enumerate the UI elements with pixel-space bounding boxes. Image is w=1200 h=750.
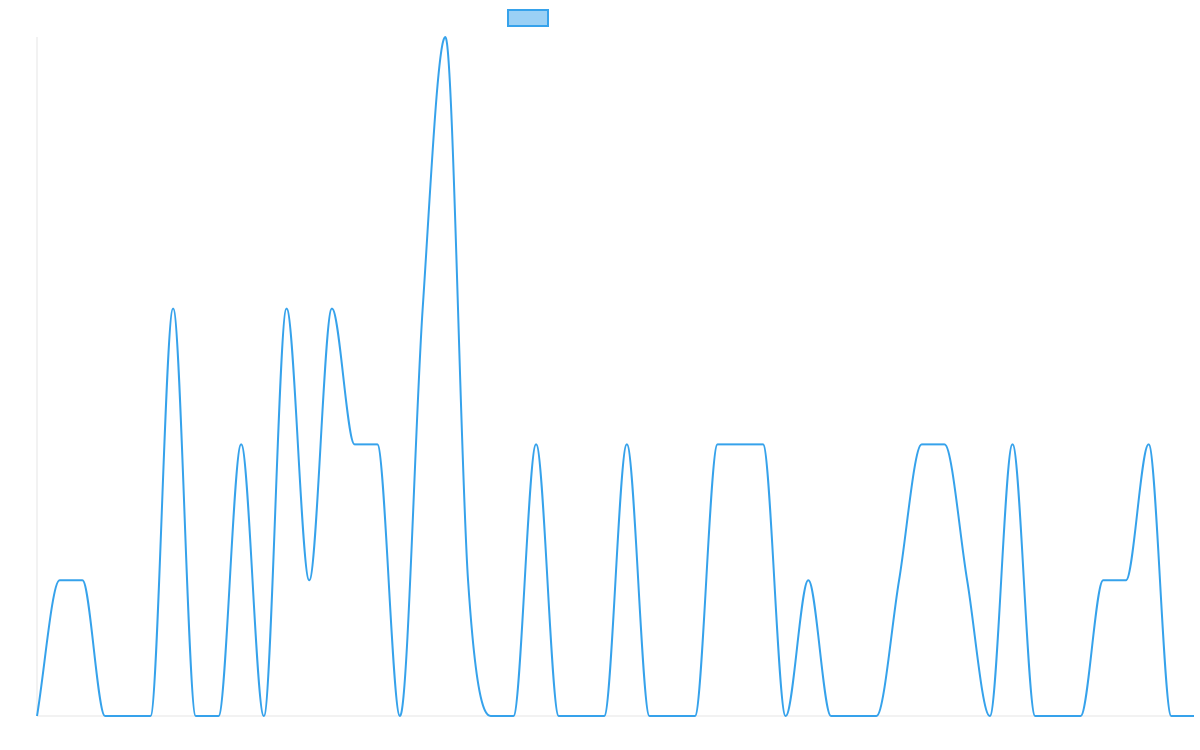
data-point[interactable] [918,440,926,448]
data-point[interactable] [192,712,200,720]
legend[interactable] [507,9,549,27]
data-point[interactable] [872,712,880,720]
data-point[interactable] [419,305,427,313]
data-point[interactable] [78,576,86,584]
data-point[interactable] [577,712,585,720]
data-point[interactable] [1145,440,1153,448]
data-point[interactable] [169,305,177,313]
data-point[interactable] [986,712,994,720]
data-point[interactable] [487,712,495,720]
data-point[interactable] [260,712,268,720]
data-point[interactable] [963,576,971,584]
axes [36,37,1194,717]
data-point[interactable] [623,440,631,448]
data-point[interactable] [668,712,676,720]
data-point[interactable] [895,576,903,584]
data-point[interactable] [146,712,154,720]
data-point[interactable] [827,712,835,720]
data-point[interactable] [736,440,744,448]
data-point[interactable] [1009,440,1017,448]
data-point[interactable] [328,305,336,313]
data-point[interactable] [1031,712,1039,720]
data-point[interactable] [940,440,948,448]
data-point[interactable] [1054,712,1062,720]
data-point[interactable] [714,440,722,448]
series-layer [36,36,1194,717]
data-point[interactable] [464,576,472,584]
data-point[interactable] [1077,712,1085,720]
data-point[interactable] [373,440,381,448]
data-point[interactable] [237,440,245,448]
data-point[interactable] [532,440,540,448]
data-point[interactable] [124,712,132,720]
data-point[interactable] [1167,712,1175,720]
data-point[interactable] [759,440,767,448]
data-point[interactable] [555,712,563,720]
data-point[interactable] [850,712,858,720]
data-point[interactable] [1122,576,1130,584]
data-point[interactable] [56,576,64,584]
legend-swatch[interactable] [507,9,549,27]
data-point[interactable] [1099,576,1107,584]
points-layer [33,33,1198,720]
series-line [36,36,1194,717]
data-point[interactable] [101,712,109,720]
data-point[interactable] [396,712,404,720]
data-point[interactable] [351,440,359,448]
data-point[interactable] [214,712,222,720]
data-point[interactable] [691,712,699,720]
data-point[interactable] [1190,712,1198,720]
data-point[interactable] [804,576,812,584]
data-point[interactable] [782,712,790,720]
data-point[interactable] [600,712,608,720]
data-point[interactable] [33,712,41,720]
data-point[interactable] [509,712,517,720]
data-point[interactable] [283,305,291,313]
data-point[interactable] [305,576,313,584]
data-point[interactable] [441,33,449,41]
data-point[interactable] [646,712,654,720]
